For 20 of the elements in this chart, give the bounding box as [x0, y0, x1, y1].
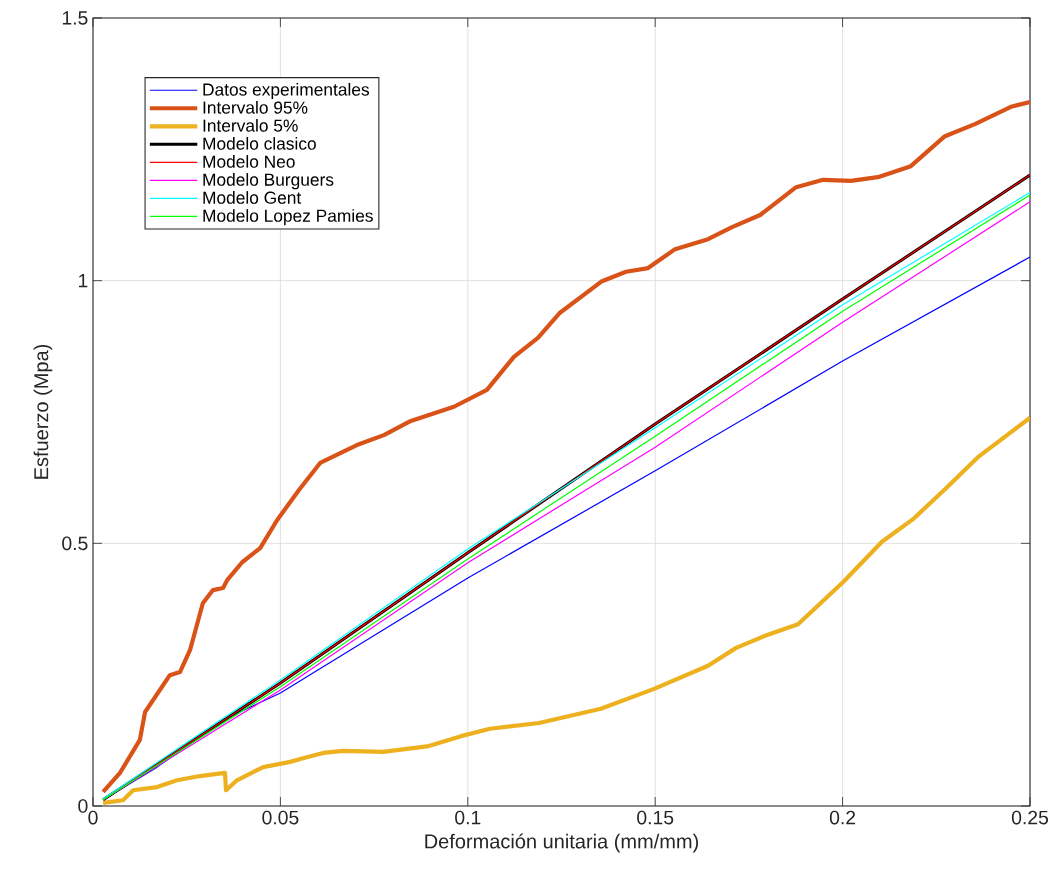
x-tick-label: 0.2 [829, 810, 856, 825]
x-tick-label: 0.15 [637, 810, 674, 825]
legend-label: Intervalo 95% [203, 100, 308, 114]
legend-label: Modelo Lopez Pamies [203, 209, 373, 226]
y-tick-label: 1.5 [62, 11, 88, 25]
legend-label: Modelo Burguers [203, 173, 334, 190]
legend-label: Intervalo 5% [203, 119, 298, 132]
x-tick-label: 0.1 [455, 810, 481, 825]
legend-label: Modelo Gent [203, 191, 302, 204]
x-tick-label: 0 [88, 810, 98, 825]
legend-label: Modelo clasico [203, 137, 316, 150]
legend-label: Modelo Neo [203, 155, 295, 168]
legend-label: Datos experimentales [203, 82, 369, 100]
y-tick-label: 0.5 [62, 536, 88, 551]
y-axis-title: Esfuerzo (Mpa) [33, 344, 53, 479]
x-axis-title: Deformación unitaria (mm/mm) [425, 833, 699, 853]
y-tick-label: 1 [79, 274, 88, 288]
x-tick-label: 0.25 [1011, 810, 1049, 825]
y-tick-label: 0 [78, 799, 88, 813]
x-tick-label: 0.05 [262, 810, 299, 825]
